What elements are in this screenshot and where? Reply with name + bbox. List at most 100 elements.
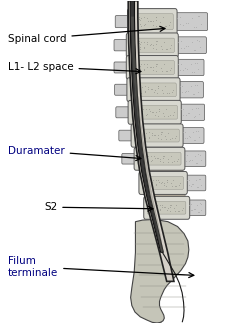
Point	[150, 158, 153, 164]
FancyBboxPatch shape	[116, 107, 131, 118]
Point	[131, 68, 135, 73]
Point	[197, 135, 201, 140]
Point	[160, 87, 164, 93]
Point	[177, 208, 181, 213]
Point	[189, 183, 193, 188]
Point	[155, 208, 159, 213]
Point	[175, 158, 179, 164]
Point	[185, 66, 189, 71]
Point	[143, 44, 146, 49]
Text: Filum
terminale: Filum terminale	[8, 256, 194, 278]
Point	[166, 156, 169, 162]
Point	[199, 21, 203, 26]
Point	[156, 84, 160, 89]
Point	[148, 179, 152, 184]
Point	[151, 45, 155, 50]
Point	[154, 207, 158, 212]
Point	[145, 155, 149, 160]
Point	[165, 179, 169, 184]
Point	[147, 107, 151, 112]
Point	[187, 183, 190, 188]
Point	[197, 111, 201, 117]
Point	[138, 17, 142, 23]
Point	[152, 154, 156, 159]
FancyBboxPatch shape	[143, 177, 183, 189]
FancyBboxPatch shape	[119, 130, 134, 141]
Point	[186, 88, 190, 93]
Point	[193, 137, 197, 142]
Point	[165, 183, 168, 189]
Point	[133, 88, 137, 94]
Point	[154, 182, 158, 187]
Point	[165, 68, 169, 73]
Point	[168, 136, 172, 142]
FancyBboxPatch shape	[175, 59, 204, 75]
Point	[149, 208, 152, 213]
Point	[199, 207, 203, 212]
Point	[185, 177, 189, 182]
Point	[158, 202, 162, 207]
Point	[184, 112, 188, 118]
Point	[150, 132, 154, 137]
Point	[182, 45, 186, 51]
Point	[139, 107, 143, 112]
Point	[155, 39, 159, 44]
Point	[197, 209, 201, 214]
Point	[165, 46, 169, 51]
Point	[140, 113, 144, 118]
Point	[189, 207, 193, 213]
Point	[173, 135, 177, 141]
FancyBboxPatch shape	[130, 30, 174, 37]
Point	[173, 183, 177, 189]
Point	[147, 130, 151, 135]
Point	[140, 157, 144, 163]
Point	[171, 87, 175, 92]
Point	[181, 112, 185, 117]
Point	[143, 132, 146, 137]
FancyBboxPatch shape	[128, 9, 177, 35]
Point	[143, 136, 147, 141]
Point	[156, 86, 159, 91]
Point	[193, 206, 197, 212]
Point	[136, 40, 140, 45]
Point	[137, 14, 141, 19]
Point	[162, 182, 166, 188]
FancyBboxPatch shape	[184, 175, 206, 191]
Point	[198, 201, 202, 206]
Point	[132, 23, 136, 28]
Point	[145, 111, 149, 116]
Point	[158, 207, 162, 213]
Point	[149, 42, 152, 47]
Point	[181, 130, 185, 135]
Point	[180, 89, 184, 95]
Point	[146, 18, 150, 23]
Point	[185, 135, 189, 141]
Point	[157, 179, 160, 185]
FancyBboxPatch shape	[130, 53, 175, 60]
Point	[138, 67, 142, 72]
Point	[144, 112, 148, 117]
Point	[151, 42, 155, 48]
Point	[189, 202, 193, 207]
Point	[190, 208, 194, 213]
Point	[152, 87, 156, 92]
Point	[182, 106, 185, 111]
FancyBboxPatch shape	[148, 202, 186, 214]
FancyBboxPatch shape	[140, 166, 183, 176]
Point	[154, 178, 158, 183]
Point	[143, 66, 146, 72]
Point	[153, 112, 157, 117]
Point	[191, 130, 195, 135]
Point	[174, 133, 178, 138]
Point	[151, 22, 155, 27]
Point	[158, 158, 162, 163]
Point	[167, 22, 171, 28]
Point	[187, 111, 191, 116]
Point	[168, 19, 172, 24]
Point	[198, 176, 202, 181]
Point	[144, 154, 147, 159]
Point	[172, 110, 176, 115]
Point	[195, 83, 199, 88]
Point	[161, 15, 165, 20]
Point	[195, 160, 199, 165]
